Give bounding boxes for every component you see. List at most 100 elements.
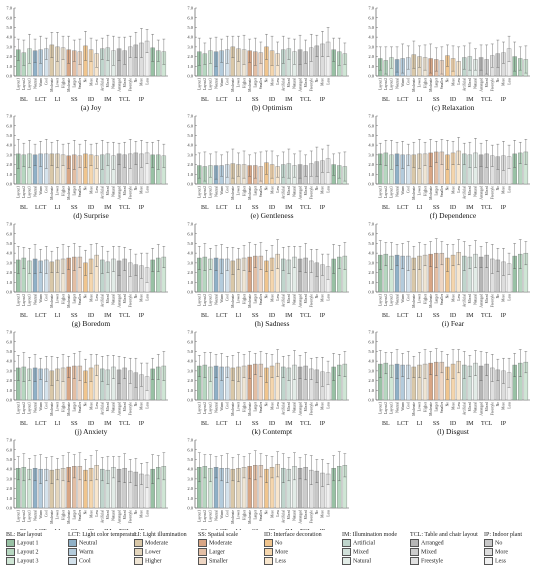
y-tick-label: 1.0	[187, 496, 193, 501]
legend-item: Layout 2	[6, 548, 42, 557]
y-tick-label: 3.0	[187, 44, 193, 49]
legend-column: LI: Light illumination Moderate Lower Highe…	[134, 532, 187, 566]
bar-label: Cool	[225, 510, 229, 517]
bar-label: Less	[276, 509, 280, 516]
legend-heading: SS: Spatial scale	[198, 532, 238, 538]
y-tick-label: 4.0	[6, 359, 12, 364]
bar-label: No	[315, 402, 319, 407]
group-label: ID	[269, 529, 276, 530]
bar-label: Mixed	[485, 402, 489, 412]
bar-label: Freestyle	[309, 186, 313, 200]
bar-label: Less	[145, 293, 149, 300]
bar-label: Mixed	[485, 78, 489, 88]
bar-label: No	[315, 294, 319, 299]
legend-heading: BL: Bar layout	[6, 532, 42, 538]
y-tick-label: 7.0	[187, 438, 193, 443]
group-label: LI	[236, 205, 242, 211]
bar-label: Mixed	[304, 294, 308, 304]
bar-label: No	[446, 294, 450, 299]
group-label: SS	[71, 205, 78, 211]
bar-label: Higher	[61, 401, 65, 412]
group-label: ID	[88, 313, 95, 319]
bar-label: More	[140, 294, 144, 302]
group-label: SS	[433, 421, 440, 427]
bar-label: Smaller	[259, 509, 263, 521]
group-label: LCT	[397, 97, 409, 103]
bar-label: Artificial	[281, 510, 285, 523]
bar-label: Moderate	[50, 402, 54, 416]
bar-label: Higher	[242, 293, 246, 304]
legend-heading: TCL: Table and chair layout	[410, 532, 478, 538]
bar-label: Layout3	[209, 78, 213, 90]
y-tick-label: 1.0	[6, 172, 12, 177]
group-label: TCL	[119, 97, 131, 103]
bar-label: No	[446, 78, 450, 83]
y-tick-label: 2.0	[187, 378, 193, 383]
y-tick-label: 1.0	[6, 496, 12, 501]
group-label: LCT	[216, 421, 228, 427]
bar-label: Artificial	[462, 402, 466, 415]
bar-label: Moderate	[50, 510, 54, 524]
group-label: LCT	[397, 205, 409, 211]
bar-label: No	[134, 402, 138, 407]
bar-label: Layout1	[16, 294, 20, 306]
bar-label: Layout2	[22, 294, 26, 306]
bar-label: Arranged	[298, 78, 302, 92]
panel-caption: (k) Contempt	[252, 427, 293, 436]
bar-label: Mixed	[123, 186, 127, 196]
group-label: ID	[269, 313, 276, 319]
bar-label: Artificial	[281, 78, 285, 91]
bar-label: Neutral	[214, 186, 218, 197]
bar-label: Artificial	[281, 402, 285, 415]
bar-label: Less	[507, 401, 511, 408]
y-tick-label: 5.0	[187, 349, 193, 354]
legend-label: Lower	[145, 549, 161, 556]
legend-label: Neutral	[79, 540, 97, 547]
legend-item: No	[264, 539, 322, 548]
legend-swatch	[484, 539, 493, 547]
bar-label: Arranged	[298, 402, 302, 416]
group-label: IP	[139, 313, 145, 319]
bar-label: Mixed	[287, 402, 291, 412]
bar-label: Warm	[220, 78, 224, 87]
bar-label: Smaller	[78, 509, 82, 521]
bar-label: Moderate	[429, 402, 433, 416]
group-label: IP	[320, 205, 326, 211]
bar-label: Natural	[112, 78, 116, 89]
group-label: LI	[417, 97, 423, 103]
bar-label: No	[496, 402, 500, 407]
group-label: SS	[433, 97, 440, 103]
bar-label: No	[134, 510, 138, 515]
y-tick-label: 6.0	[6, 231, 12, 236]
y-tick-label: 0.0	[368, 398, 374, 403]
group-label: LI	[236, 97, 242, 103]
group-label: IP	[139, 421, 145, 427]
group-label: ID	[450, 205, 457, 211]
bar-label: Freestyle	[309, 510, 313, 524]
group-label: LI	[55, 97, 61, 103]
y-tick-label: 7.0	[6, 330, 12, 335]
bar-label: Lower	[418, 77, 422, 87]
bar-label: Less	[95, 509, 99, 516]
legend-heading: IP: Indoor plant	[484, 532, 522, 538]
bar-label: Warm	[401, 402, 405, 411]
y-tick-label: 0.0	[6, 290, 12, 295]
bar-label: Smaller	[78, 401, 82, 413]
bar-label: Layout3	[209, 294, 213, 306]
bar-label: Mixed	[123, 510, 127, 520]
legend-swatch	[342, 539, 351, 547]
y-tick-label: 1.0	[187, 388, 193, 393]
group-label: ID	[269, 205, 276, 211]
bar-label: Arranged	[479, 294, 483, 308]
bar-label: Smaller	[78, 77, 82, 89]
legend-column: LCT: Light color temperatur Neutral Warm Co…	[68, 532, 137, 566]
legend-swatch	[68, 539, 77, 547]
y-tick-label: 2.0	[187, 162, 193, 167]
legend-item: Artificial	[342, 539, 397, 548]
group-label: LCT	[35, 205, 47, 211]
group-label: ID	[450, 421, 457, 427]
bar-label: Layout1	[378, 78, 382, 90]
bar-label: Less	[457, 77, 461, 84]
